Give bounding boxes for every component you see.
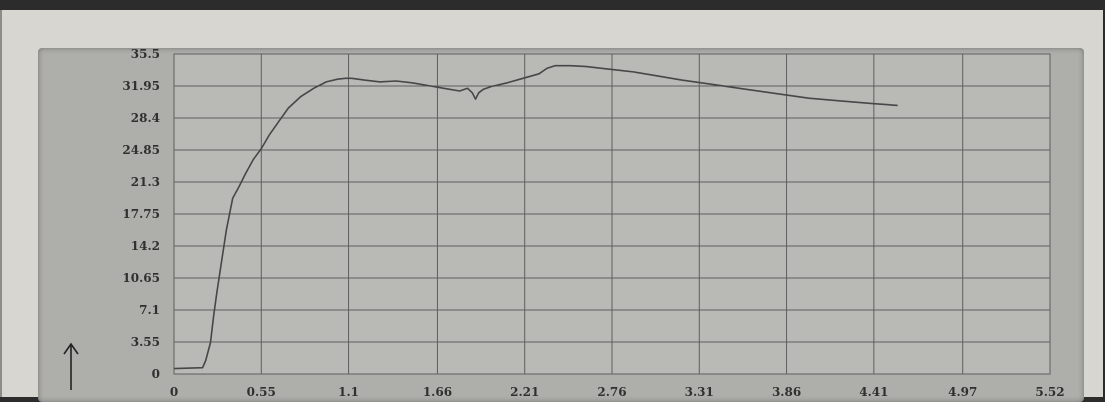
chart-frame: 35.5 31.95 28.4 24.85 21.3 17.75 14.2 10.65 7.1 3… [38,48,1084,402]
y-tick-label: 35.5 [131,48,160,61]
y-tick-label: 7.1 [139,303,160,317]
x-tick-label: 3.86 [772,385,801,399]
x-axis-tick-labels: 0 0.55 1.1 1.66 2.21 2.76 3.31 3.86 4.41 4.97 5.52 [170,385,1065,399]
line-chart: 35.5 31.95 28.4 24.85 21.3 17.75 14.2 10.65 7.1 3… [63,48,1065,399]
x-tick-label: 4.97 [948,385,977,399]
y-tick-label: 3.55 [131,335,160,349]
grid-lines [173,53,1051,375]
x-tick-label: 4.41 [859,385,888,399]
x-tick-label: 1.66 [423,385,452,399]
x-tick-label: 1.1 [338,385,359,399]
x-tick-label: 5.52 [1035,385,1064,399]
y-tick-label: 24.85 [122,143,160,157]
x-tick-label: 0.55 [247,385,276,399]
y-tick-label: 28.4 [131,111,160,125]
y-tick-label: 31.95 [122,79,160,93]
x-tick-label: 0 [170,385,178,399]
x-tick-label: 2.76 [597,385,626,399]
y-tick-label: 10.65 [122,271,160,285]
y-tick-label: 14.2 [131,239,160,253]
x-tick-label: 2.21 [510,385,539,399]
y-tick-label: 17.75 [122,207,160,221]
screen-background: 35.5 31.95 28.4 24.85 21.3 17.75 14.2 10.65 7.1 3… [0,10,1103,402]
y-axis-tick-labels: 35.5 31.95 28.4 24.85 21.3 17.75 14.2 10.65 7.1 3… [122,48,160,381]
x-tick-label: 3.31 [685,385,714,399]
up-arrow-icon [63,342,79,390]
y-tick-label: 0 [152,367,160,381]
y-tick-label: 21.3 [131,175,160,189]
data-series-line [173,64,898,370]
